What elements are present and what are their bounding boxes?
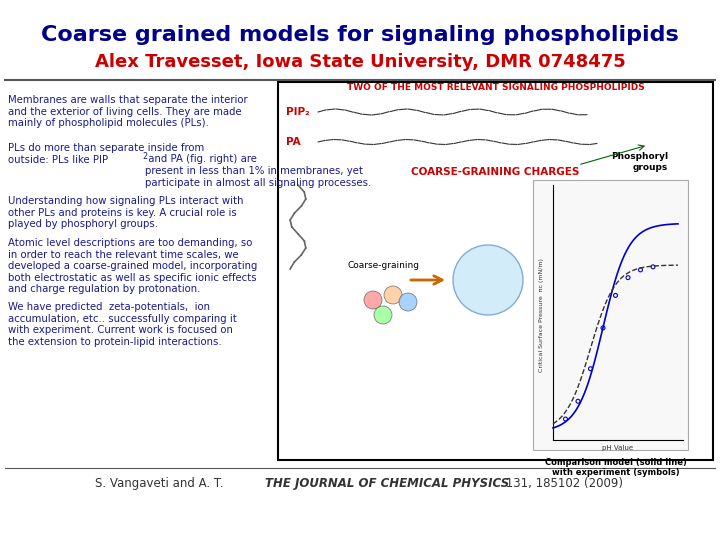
Text: COARSE-GRAINING CHARGES: COARSE-GRAINING CHARGES — [411, 167, 580, 177]
Circle shape — [384, 286, 402, 304]
Text: Membranes are walls that separate the interior
and the exterior of living cells.: Membranes are walls that separate the in… — [8, 95, 248, 128]
Text: and PA (fig. right) are
present in less than 1% in membranes, yet
participate in: and PA (fig. right) are present in less … — [145, 154, 372, 188]
Text: PLs do more than separate inside from
outside: PLs like PIP: PLs do more than separate inside from ou… — [8, 143, 204, 165]
Text: 131, 185102 (2009): 131, 185102 (2009) — [502, 477, 623, 490]
Point — [610, 291, 621, 300]
Text: Atomic level descriptions are too demanding, so
in order to reach the relevant t: Atomic level descriptions are too demand… — [8, 238, 257, 294]
Circle shape — [364, 291, 382, 309]
Text: Coarse grained models for signaling phospholipids: Coarse grained models for signaling phos… — [41, 25, 679, 45]
Bar — [278, 82, 713, 460]
Text: 2: 2 — [142, 152, 147, 161]
Point — [559, 415, 571, 423]
Circle shape — [374, 306, 392, 324]
Text: S. Vangaveti and A. T.: S. Vangaveti and A. T. — [95, 477, 223, 490]
Text: pH Value: pH Value — [603, 445, 634, 451]
Text: THE JOURNAL OF CHEMICAL PHYSICS: THE JOURNAL OF CHEMICAL PHYSICS — [265, 477, 509, 490]
Bar — [533, 180, 688, 450]
Point — [622, 273, 634, 282]
Text: Critical Surface Pressure  πc (mN/m): Critical Surface Pressure πc (mN/m) — [539, 258, 544, 372]
Point — [647, 262, 659, 271]
Point — [598, 323, 609, 332]
Text: Comparison model (solid line)
with experiment (symbols): Comparison model (solid line) with exper… — [544, 458, 686, 477]
Text: PA: PA — [286, 137, 301, 147]
Text: Phosphoryl
groups: Phosphoryl groups — [611, 152, 668, 172]
Text: TWO OF THE MOST RELEVANT SIGNALING PHOSPHOLIPIDS: TWO OF THE MOST RELEVANT SIGNALING PHOSP… — [346, 84, 644, 92]
Circle shape — [399, 293, 417, 311]
Text: Alex Travesset, Iowa State University, DMR 0748475: Alex Travesset, Iowa State University, D… — [94, 53, 626, 71]
Point — [635, 266, 647, 274]
Point — [572, 397, 584, 406]
Circle shape — [453, 245, 523, 315]
Text: Understanding how signaling PLs interact with
other PLs and proteins is key. A c: Understanding how signaling PLs interact… — [8, 196, 243, 229]
Text: Coarse-graining: Coarse-graining — [347, 260, 419, 269]
Text: PIP₂: PIP₂ — [286, 107, 310, 117]
Point — [585, 364, 596, 373]
Text: We have predicted  zeta-potentials,  ion
accumulation, etc.. successfully compar: We have predicted zeta-potentials, ion a… — [8, 302, 237, 347]
